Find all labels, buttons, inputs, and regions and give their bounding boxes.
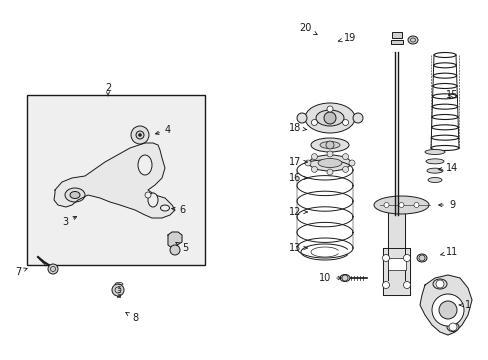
- Circle shape: [413, 202, 418, 207]
- Circle shape: [325, 141, 333, 149]
- Bar: [390, 40, 402, 44]
- Text: 13: 13: [288, 243, 306, 253]
- Bar: [387, 258, 405, 270]
- Text: 2: 2: [104, 83, 111, 96]
- Text: 8: 8: [125, 312, 138, 323]
- Polygon shape: [168, 232, 182, 248]
- Text: 4: 4: [155, 125, 171, 135]
- Circle shape: [403, 282, 409, 288]
- Circle shape: [311, 166, 317, 172]
- Circle shape: [342, 154, 348, 159]
- Circle shape: [448, 323, 456, 331]
- Ellipse shape: [339, 274, 349, 282]
- Circle shape: [403, 255, 409, 261]
- Text: 1: 1: [458, 300, 470, 310]
- Circle shape: [131, 126, 149, 144]
- Text: 9: 9: [438, 200, 454, 210]
- Bar: [391, 32, 401, 38]
- Ellipse shape: [319, 141, 339, 148]
- Text: 11: 11: [440, 247, 457, 257]
- Circle shape: [326, 106, 332, 112]
- Text: 19: 19: [338, 33, 355, 43]
- Circle shape: [311, 154, 317, 159]
- Circle shape: [145, 192, 151, 198]
- Text: 14: 14: [438, 163, 457, 173]
- Circle shape: [382, 255, 389, 261]
- Circle shape: [382, 282, 389, 288]
- Text: 6: 6: [171, 205, 184, 215]
- Ellipse shape: [315, 110, 343, 126]
- Circle shape: [138, 134, 141, 136]
- Ellipse shape: [446, 323, 458, 332]
- Circle shape: [326, 151, 332, 157]
- Ellipse shape: [424, 149, 444, 154]
- Ellipse shape: [115, 283, 123, 285]
- Text: 7: 7: [15, 267, 27, 277]
- Polygon shape: [54, 143, 175, 218]
- Text: 18: 18: [288, 123, 306, 133]
- Ellipse shape: [310, 138, 348, 152]
- Circle shape: [112, 284, 124, 296]
- Text: 16: 16: [288, 173, 306, 183]
- Polygon shape: [387, 205, 404, 280]
- Text: 10: 10: [318, 273, 341, 283]
- Text: 20: 20: [298, 23, 317, 35]
- Ellipse shape: [65, 188, 85, 202]
- Circle shape: [136, 131, 143, 139]
- Ellipse shape: [426, 168, 442, 173]
- Text: 17: 17: [288, 157, 306, 167]
- Polygon shape: [382, 248, 409, 295]
- Polygon shape: [419, 275, 471, 335]
- Ellipse shape: [432, 279, 446, 289]
- Ellipse shape: [373, 196, 428, 214]
- Ellipse shape: [70, 192, 80, 198]
- Circle shape: [324, 112, 335, 124]
- Circle shape: [170, 245, 180, 255]
- Ellipse shape: [416, 254, 426, 262]
- Text: 3: 3: [62, 216, 77, 227]
- Circle shape: [438, 301, 456, 319]
- Circle shape: [348, 160, 354, 166]
- Ellipse shape: [425, 159, 443, 164]
- Text: 12: 12: [288, 207, 306, 217]
- Ellipse shape: [148, 193, 158, 207]
- Circle shape: [311, 120, 317, 126]
- Bar: [27, 95, 204, 265]
- Circle shape: [305, 160, 310, 166]
- Ellipse shape: [305, 103, 354, 133]
- Circle shape: [383, 202, 388, 207]
- Circle shape: [48, 264, 58, 274]
- Circle shape: [431, 294, 463, 326]
- Ellipse shape: [317, 158, 341, 167]
- Circle shape: [296, 113, 306, 123]
- Ellipse shape: [160, 205, 169, 211]
- Text: 15: 15: [445, 90, 457, 100]
- Circle shape: [342, 120, 348, 126]
- Ellipse shape: [308, 155, 350, 171]
- Ellipse shape: [407, 36, 417, 44]
- Text: 5: 5: [176, 243, 188, 253]
- Circle shape: [435, 280, 443, 288]
- Circle shape: [342, 166, 348, 172]
- Ellipse shape: [138, 155, 152, 175]
- Polygon shape: [377, 201, 414, 207]
- Circle shape: [352, 113, 362, 123]
- Ellipse shape: [427, 177, 441, 183]
- Circle shape: [326, 169, 332, 175]
- Circle shape: [398, 202, 403, 207]
